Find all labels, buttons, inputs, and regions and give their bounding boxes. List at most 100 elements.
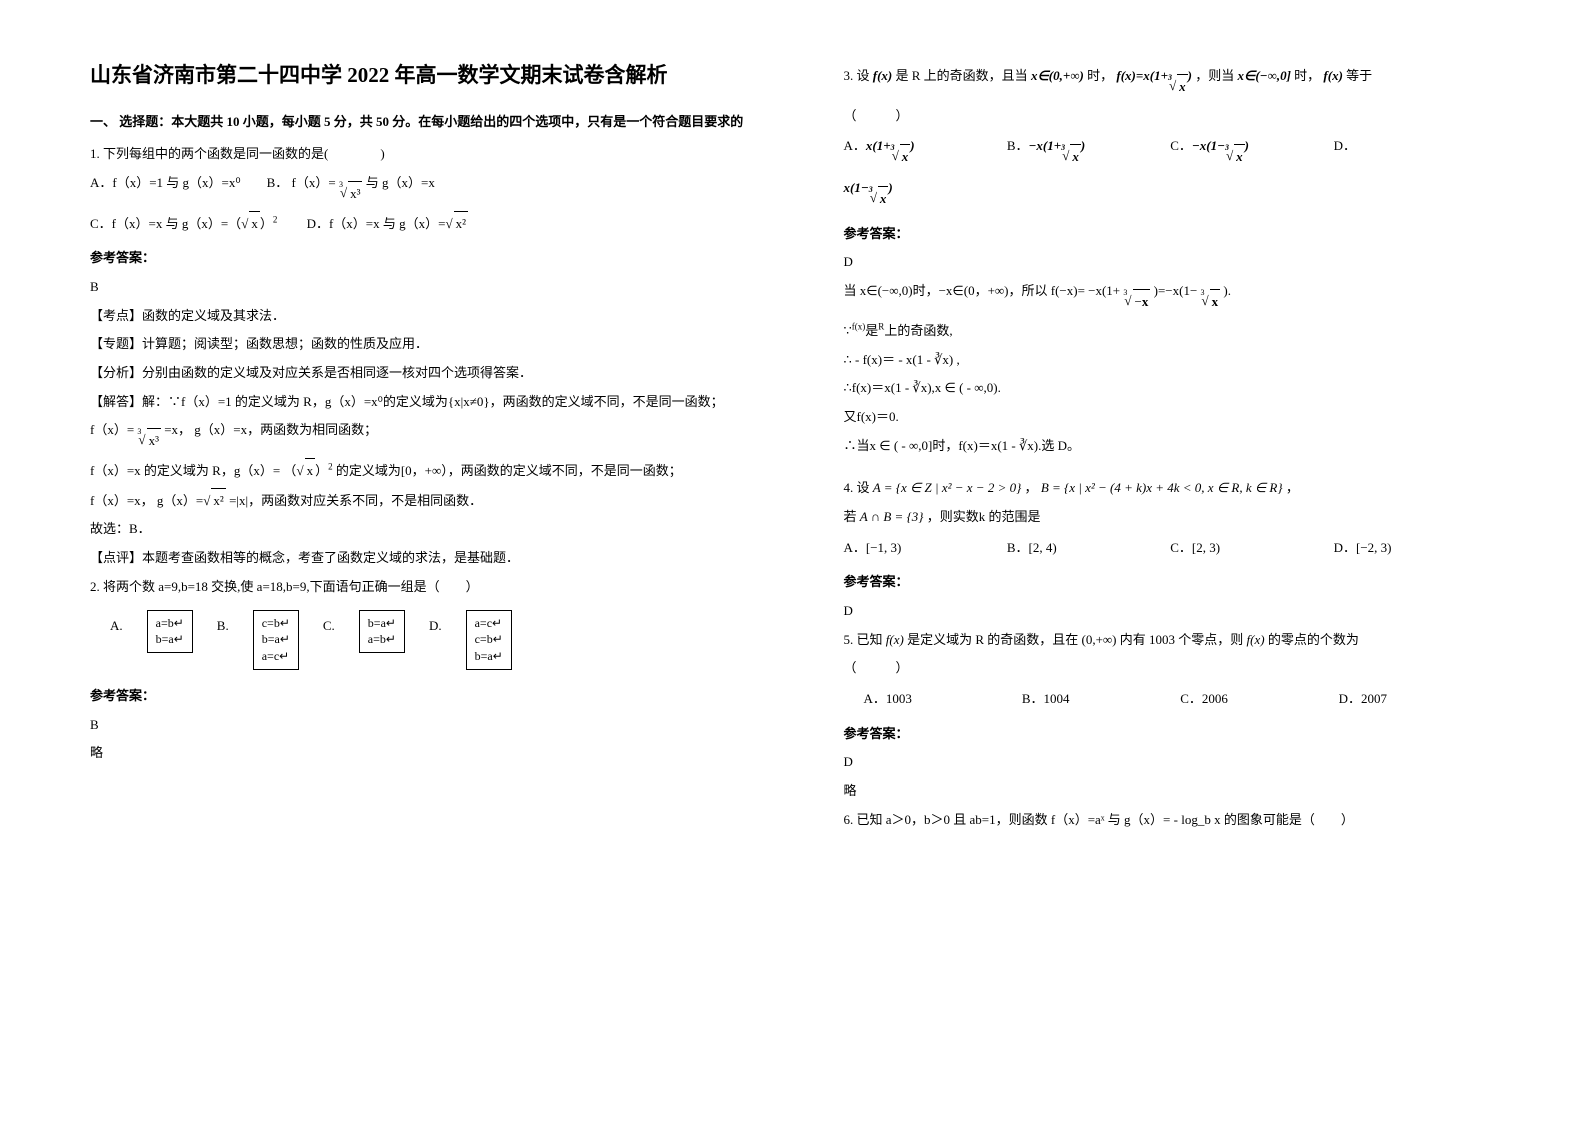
t: f（x）=x，	[90, 493, 154, 508]
t: 5. 已知	[844, 632, 883, 647]
q1-optB-post: 与 g（x）=x	[366, 175, 435, 190]
q5-stem: 5. 已知 f(x) 是定义域为 R 的奇函数，且在 (0,+∞) 内有 100…	[844, 628, 1538, 653]
q1-exp5: f（x）= 3√x³ =x， g（x）=x，两函数为相同函数；	[90, 418, 784, 454]
q3-optD: x(1−3√x)	[844, 176, 1538, 212]
t: C．2006	[1180, 687, 1338, 712]
t: A．1003	[864, 687, 1022, 712]
q2-note: 略	[90, 741, 784, 766]
t: f（x）=x 的定义域为 R，g（x）=	[90, 463, 283, 478]
q5-note: 略	[844, 779, 1538, 804]
t: a=c↵	[475, 616, 502, 630]
q1-exp2: 【专题】计算题；阅读型；函数思想；函数的性质及应用．	[90, 332, 784, 357]
t: B．	[1007, 540, 1029, 555]
q1-exp6: f（x）=x 的定义域为 R，g（x）= （x）2 的定义域为[0，+∞），两函…	[90, 458, 784, 484]
q2-options: A. a=b↵ b=a↵ B. c=b↵ b=a↵ a=c↵ C. b=a↵ a…	[90, 606, 784, 674]
t: g（x）=x²	[157, 493, 226, 508]
q1-row1: A．f（x）=1 与 g（x）=x⁰ B． f（x）= 3√x³ 与 g（x）=…	[90, 171, 784, 207]
t: ，则当	[1195, 68, 1234, 83]
t: B．1004	[1022, 687, 1180, 712]
q3-exp5: 又f(x)＝0.	[844, 405, 1538, 430]
t: 是 R 上的奇函数，且当	[896, 68, 1028, 83]
q1-row2: C．f（x）=x 与 g（x）=（x）2 D．f（x）=x 与 g（x）=x²	[90, 211, 784, 237]
t: A = {x ∈ Z | x² − x − 2 > 0}	[873, 480, 1022, 495]
t: 时，	[1087, 68, 1113, 83]
t: a=c↵	[262, 649, 289, 663]
q3-paren: （ ）	[844, 104, 1538, 129]
t: x(1+3√x)	[866, 138, 915, 153]
t: D．	[1334, 540, 1356, 555]
q3-exp2: ∵f(x)是R上的奇函数,	[844, 319, 1538, 344]
cube-root-icon: 3√x	[1201, 289, 1221, 315]
q4-opts: A．[−1, 3) B．[2, 4) C．[2, 3) D．[−2, 3)	[844, 536, 1538, 561]
t: C．	[1170, 540, 1192, 555]
q1-optC-pre: C．f（x）=x 与	[90, 216, 179, 231]
t: B = {x | x² − (4 + k)x + 4k < 0, x ∈ R, …	[1041, 480, 1283, 495]
q1-optB-fx: f（x）=	[292, 175, 339, 190]
t: ，	[1286, 480, 1299, 495]
t: （x）2	[283, 463, 332, 478]
q1-exp4: 【解答】解：∵f（x）=1 的定义域为 R，g（x）=x⁰的定义域为{x|x≠0…	[90, 390, 784, 415]
page-title: 山东省济南市第二十四中学 2022 年高一数学文期末试卷含解析	[90, 60, 784, 92]
t: 的零点的个数为	[1268, 632, 1359, 647]
t: (0,+∞)	[1081, 632, 1116, 647]
t: B．	[1007, 138, 1029, 153]
q3-stem: 3. 设 f(x) 是 R 上的奇函数，且当 x∈(0,+∞) 时， f(x)=…	[844, 64, 1538, 100]
t: f(x)	[886, 632, 904, 647]
q3-opts: A．x(1+3√x) B．−x(1+3√x) C．−x(1−3√x) D．	[844, 134, 1538, 170]
q4-ans: D	[844, 599, 1538, 624]
code-box: b=a↵ a=b↵	[359, 610, 405, 654]
q3-exp4: ∴f(x)＝x(1 - ∛x),x ∈ ( - ∞,0).	[844, 376, 1538, 401]
t: x∈(−∞,0]	[1238, 68, 1291, 83]
q1-exp3: 【分析】分别由函数的定义域及对应关系是否相同逐一核对四个选项得答案．	[90, 361, 784, 386]
t: f(x)	[1247, 632, 1265, 647]
t: ，	[1025, 480, 1038, 495]
t: D．2007	[1339, 687, 1497, 712]
opt-label: C.	[323, 606, 335, 639]
q3-ref: 参考答案：	[844, 222, 1538, 247]
t: 若	[844, 509, 857, 524]
t: [2, 3)	[1192, 540, 1220, 555]
t: [−1, 3)	[866, 540, 902, 555]
t: 的定义域为[0，+∞），两函数的定义域不同，不是同一函数；	[336, 463, 682, 478]
code-box: a=b↵ b=a↵	[147, 610, 193, 654]
q1-exp9: 【点评】本题考查函数相等的概念，考查了函数定义域的求法，是基础题．	[90, 546, 784, 571]
opt-label: A.	[110, 606, 123, 639]
t: b=a↵	[156, 632, 184, 646]
t: 等于	[1346, 68, 1372, 83]
t: 内有 1003 个零点，则	[1120, 632, 1244, 647]
q2-stem: 2. 将两个数 a=9,b=18 交换,使 a=18,b=9,下面语句正确一组是…	[90, 575, 784, 600]
t: =x， g（x）=x，两函数为相同函数；	[164, 422, 377, 437]
t: A．	[844, 540, 866, 555]
q3-exp6: ∴当x ∈ ( - ∞,0]时，f(x)＝x(1 - ∛x).选 D。	[844, 434, 1538, 459]
q4-ref: 参考答案：	[844, 570, 1538, 595]
t: C．	[1170, 138, 1192, 153]
t: b=a↵	[368, 616, 396, 630]
cube-root-icon: 3√x³	[339, 181, 363, 207]
q1-stem: 1. 下列每组中的两个函数是同一函数的是( )	[90, 142, 784, 167]
q4-line2: 若 A ∩ B = {3} ，则实数k 的范围是	[844, 505, 1538, 530]
t: 当 x∈(−∞,0)时，−x∈(0，+∞)，所以 f(−x)= −x(1+	[844, 283, 1121, 298]
t: −x(1+3√x)	[1029, 138, 1086, 153]
opt-label: D.	[429, 606, 442, 639]
t: c=b↵	[262, 616, 290, 630]
cube-root-icon: 3√x³	[137, 428, 161, 454]
q1-optD-pre: D．f（x）=x 与	[281, 216, 396, 231]
q1-optA-pre: A．f（x）=1 与 g（x）=x⁰ B．	[90, 175, 288, 190]
t: f(x)	[1323, 68, 1343, 83]
t: =|x|，两函数对应关系不同，不是相同函数．	[229, 493, 482, 508]
q5-opts: A．1003 B．1004 C．2006 D．2007	[844, 687, 1538, 712]
q1-exp8: 故选：B．	[90, 517, 784, 542]
cube-root-icon: 3√−x	[1123, 289, 1150, 315]
q1-ans: B	[90, 275, 784, 300]
opt-label: B.	[217, 606, 229, 639]
t: c=b↵	[475, 632, 503, 646]
t: a=b↵	[156, 616, 184, 630]
q6-stem: 6. 已知 a＞0，b＞0 且 ab=1，则函数 f（x）=aˣ 与 g（x）=…	[844, 808, 1538, 833]
t: A ∩ B = {3}	[860, 509, 924, 524]
q1-exp1: 【考点】函数的定义域及其求法．	[90, 304, 784, 329]
q1-optC-g: g（x）=（x）2	[182, 216, 278, 231]
q2-ans: B	[90, 713, 784, 738]
q5-ref: 参考答案：	[844, 722, 1538, 747]
q3-ans: D	[844, 250, 1538, 275]
t: )=−x(1−	[1154, 283, 1198, 298]
